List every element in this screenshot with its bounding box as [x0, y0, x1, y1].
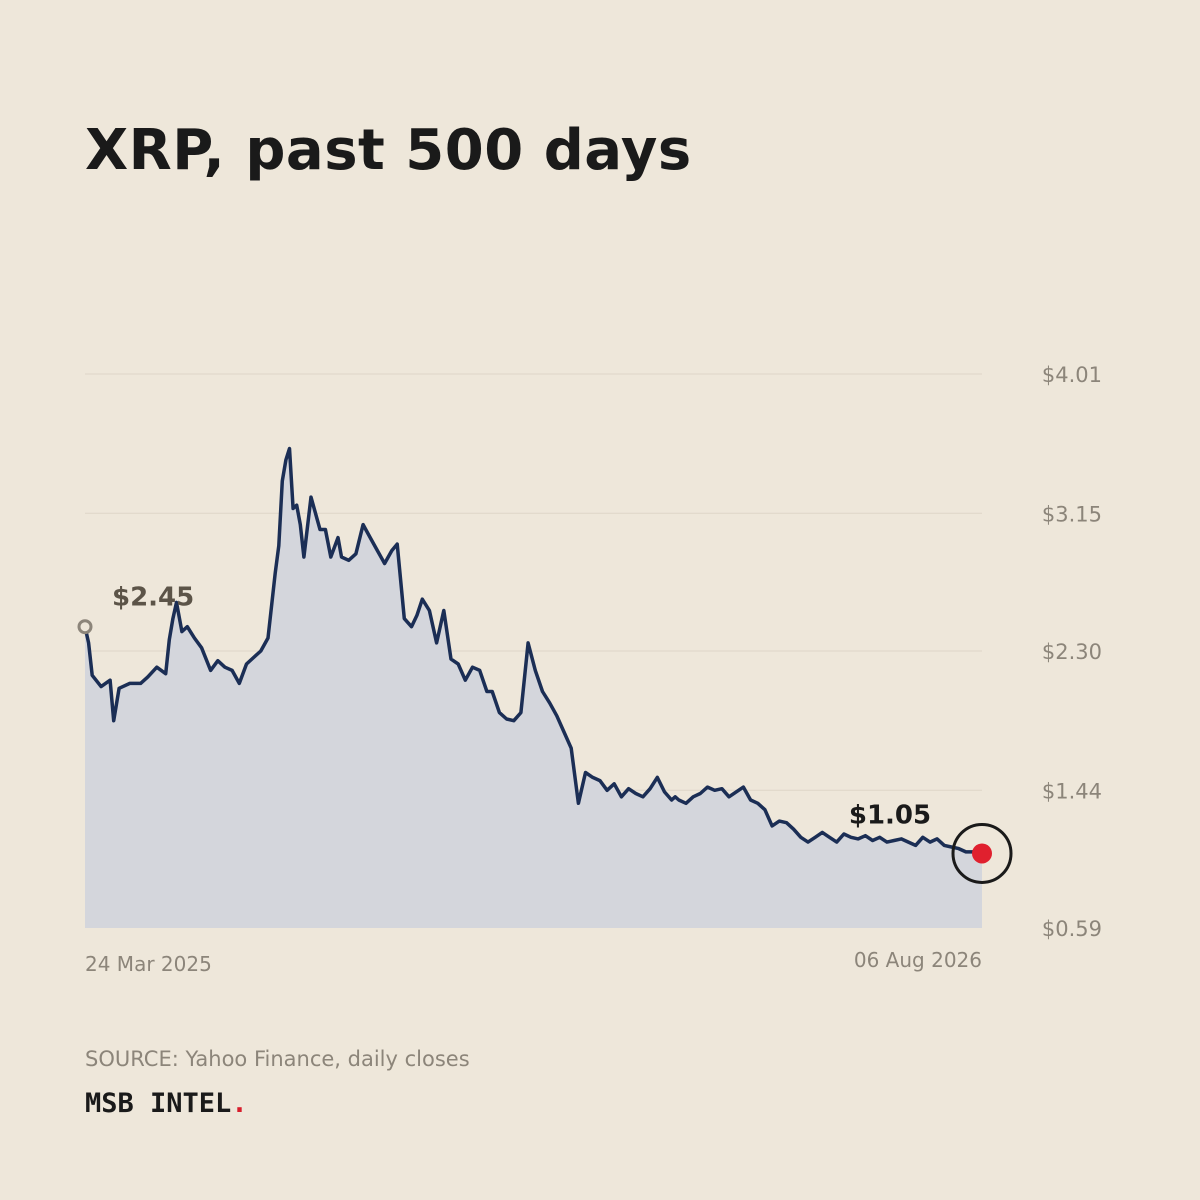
chart-title: XRP, past 500 days	[85, 118, 692, 183]
y-tick-label: $2.30	[1042, 640, 1102, 664]
y-tick-label: $1.44	[1042, 779, 1102, 803]
y-tick-label: $3.15	[1042, 502, 1102, 526]
x-tick-label-start: 24 Mar 2025	[85, 952, 212, 976]
y-tick-label: $4.01	[1042, 363, 1102, 387]
price-line	[83, 446, 983, 856]
start-point-marker	[77, 619, 93, 635]
end-value-label: $1.05	[849, 800, 931, 830]
end-point-marker	[972, 843, 992, 864]
end-point-ring	[951, 822, 1013, 884]
x-tick-label-end: 06 Aug 2026	[854, 948, 982, 972]
y-tick-label: $0.59	[1042, 917, 1102, 941]
start-value-label: $2.45	[112, 583, 194, 613]
brand-dot: .	[231, 1088, 248, 1119]
y-axis-ticks: $4.01 $3.15 $2.30 $1.44 $0.59	[1042, 363, 1102, 941]
brand-logo: MSB INTEL.	[85, 1088, 248, 1119]
source-note: SOURCE: Yahoo Finance, daily closes	[85, 1047, 470, 1071]
brand-name: MSB INTEL	[85, 1088, 232, 1119]
price-area	[85, 448, 982, 928]
